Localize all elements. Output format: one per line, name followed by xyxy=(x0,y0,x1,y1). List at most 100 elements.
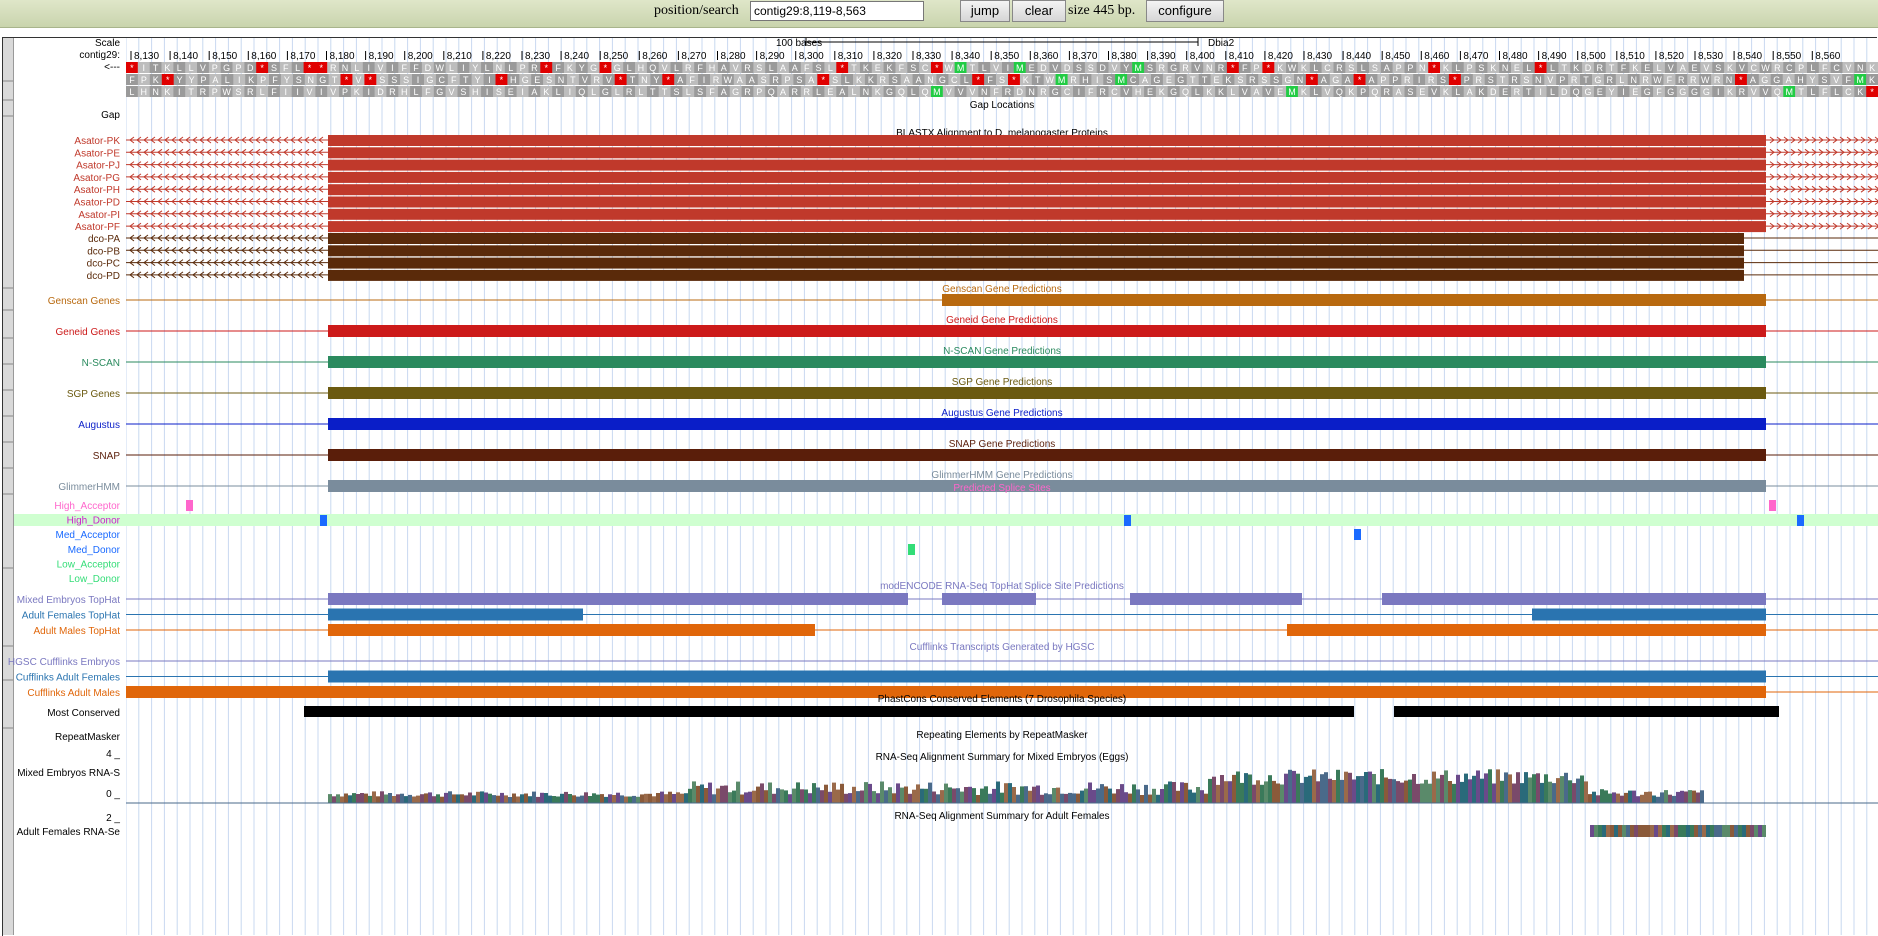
coverage-bar xyxy=(712,794,716,803)
exon-block[interactable] xyxy=(328,257,1744,269)
coverage-bar xyxy=(1424,779,1428,803)
aa-cell xyxy=(1558,62,1571,73)
splice-site-marker[interactable] xyxy=(1124,515,1131,526)
aa-cell xyxy=(1096,62,1109,73)
strand-chevron xyxy=(1839,185,1845,193)
tophat-block[interactable] xyxy=(1130,593,1302,605)
aa-letter: * xyxy=(544,63,548,73)
snap-exon[interactable] xyxy=(328,449,1766,461)
exon-block[interactable] xyxy=(328,245,1744,257)
coverage-bar xyxy=(1536,773,1540,803)
splice-site-marker[interactable] xyxy=(320,515,327,526)
track-button-column[interactable] xyxy=(3,38,14,935)
aa-cell xyxy=(812,86,825,97)
ruler-tick-label: 8,140 xyxy=(173,51,198,62)
splice-site-marker[interactable] xyxy=(186,500,193,511)
aa-letter: L xyxy=(295,63,300,73)
tophat-block[interactable] xyxy=(1382,593,1766,605)
tophat-block[interactable] xyxy=(1287,624,1766,636)
coverage-bar xyxy=(536,796,540,803)
aa-letter: G xyxy=(732,87,739,97)
coverage-bar xyxy=(676,792,680,803)
splice-site-marker[interactable] xyxy=(1354,529,1361,540)
aa-letter: E xyxy=(1632,87,1638,97)
strand-chevron xyxy=(1776,198,1782,205)
aa-cell xyxy=(1043,74,1057,85)
strand-chevron xyxy=(1804,136,1810,144)
aa-cell xyxy=(1234,74,1247,85)
augustus-exon[interactable] xyxy=(328,418,1766,430)
aa-letter: T xyxy=(332,75,338,85)
conserved-element[interactable] xyxy=(1394,706,1779,717)
sgp-exon[interactable] xyxy=(328,387,1766,399)
aa-cell xyxy=(978,86,991,97)
exon-block[interactable] xyxy=(328,233,1744,244)
coverage-bar xyxy=(816,787,820,803)
aa-letter: * xyxy=(667,75,671,85)
glimmer-exon[interactable] xyxy=(328,480,1766,492)
ruler-tick-label: 8,230 xyxy=(525,51,550,62)
cufflinks-block[interactable] xyxy=(126,686,1766,698)
aa-cell xyxy=(1700,86,1713,97)
position-search-input[interactable] xyxy=(750,1,924,21)
tophat-block[interactable] xyxy=(328,608,583,621)
exon-block[interactable] xyxy=(328,171,1766,183)
exon-block[interactable] xyxy=(328,147,1766,159)
tophat-block[interactable] xyxy=(942,593,1036,605)
exon-block[interactable] xyxy=(328,269,1744,281)
exon-block[interactable] xyxy=(328,184,1766,196)
aa-letter: Q xyxy=(768,87,775,97)
genscan-exon[interactable] xyxy=(942,294,1766,306)
nscan-exon[interactable] xyxy=(328,356,1766,368)
cufflinks-block[interactable] xyxy=(328,670,1766,683)
aa-cell xyxy=(185,74,198,85)
splice-site-marker[interactable] xyxy=(1797,515,1804,526)
conserved-element[interactable] xyxy=(304,706,1354,717)
coverage-bar xyxy=(1642,825,1646,837)
configure-button[interactable]: configure xyxy=(1146,0,1224,22)
strand-chevron xyxy=(206,185,212,193)
coverage-bar xyxy=(1702,825,1706,837)
geneid-exon[interactable] xyxy=(328,325,1766,337)
aa-letter: A xyxy=(737,75,743,85)
coverage-bar xyxy=(1440,774,1444,803)
exon-block[interactable] xyxy=(328,196,1766,208)
aa-cell xyxy=(1103,74,1116,85)
strand-chevron xyxy=(262,148,268,156)
coverage-bar xyxy=(1680,790,1684,803)
coverage-bar xyxy=(388,793,392,803)
aa-cell xyxy=(658,86,671,97)
coverage-bar xyxy=(624,796,628,803)
aa-letter: L xyxy=(189,63,194,73)
tophat-block[interactable] xyxy=(1532,608,1766,621)
aa-cell xyxy=(1203,86,1216,97)
strand-chevron xyxy=(171,234,177,242)
aa-cell xyxy=(1270,74,1283,85)
aa-cell xyxy=(516,86,529,97)
strand-chevron xyxy=(1867,198,1873,205)
tophat-block[interactable] xyxy=(328,624,815,636)
aa-cell xyxy=(682,62,695,73)
exon-block[interactable] xyxy=(328,221,1766,233)
splice-site-marker[interactable] xyxy=(908,544,915,555)
splice-site-marker[interactable] xyxy=(1769,500,1776,511)
aa-cell xyxy=(990,62,1003,73)
coverage-bar xyxy=(988,793,992,803)
aa-letter: Q xyxy=(1371,87,1378,97)
exon-block[interactable] xyxy=(328,159,1766,171)
aa-letter: A xyxy=(780,63,786,73)
aa-letter: R xyxy=(1040,87,1047,97)
aa-letter: P xyxy=(1464,75,1470,85)
exon-block[interactable] xyxy=(328,135,1766,146)
jump-button[interactable]: jump xyxy=(960,0,1010,22)
coverage-bar xyxy=(1220,775,1224,803)
strand-chevron xyxy=(220,222,226,230)
aa-cell xyxy=(1866,86,1878,97)
strand-chevron xyxy=(304,185,310,193)
exon-block[interactable] xyxy=(328,208,1766,220)
tophat-block[interactable] xyxy=(328,593,908,605)
aa-letter: L xyxy=(769,63,774,73)
clear-button[interactable]: clear xyxy=(1012,0,1066,22)
coverage-bar xyxy=(1252,784,1256,803)
